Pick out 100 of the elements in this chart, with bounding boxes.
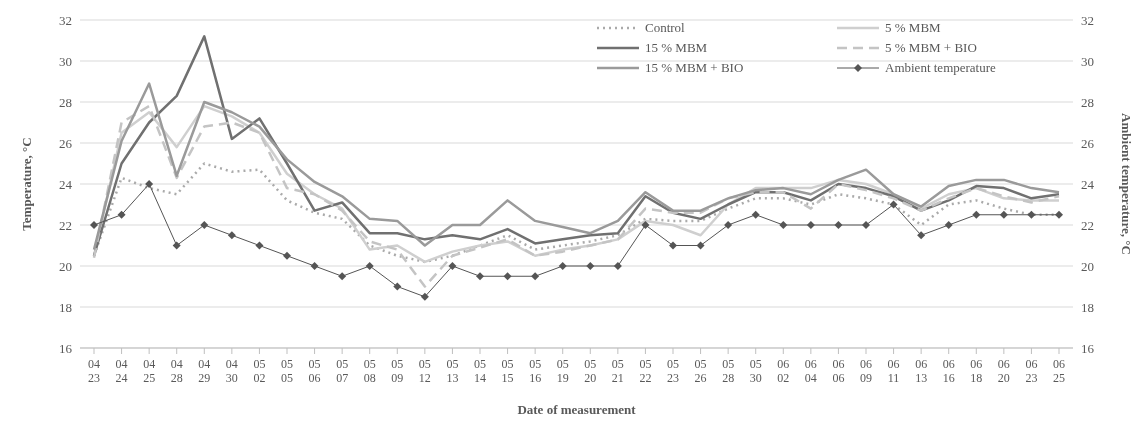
x-tick-label: 05 28 [722,357,735,385]
x-tick-label: 06 16 [942,357,955,385]
point [117,210,126,219]
point [393,282,402,291]
point [917,231,926,240]
point [862,221,870,229]
point [889,200,898,209]
x-tick-label: 05 22 [639,357,652,385]
point [641,221,650,229]
point [283,251,291,260]
x-tick-label: 05 06 [308,357,321,385]
x-tick-label: 05 13 [446,357,459,385]
x-tick-label: 05 26 [694,357,707,385]
x-tick-label: 04 23 [88,357,100,385]
y2-tick-label: 28 [1081,94,1094,110]
point [586,262,595,270]
x-tick-label: 06 13 [915,357,928,385]
point [200,221,209,229]
point [944,221,953,229]
point [172,241,181,250]
x-tick-label: 04 28 [170,357,183,385]
x-tick-label: 05 08 [363,357,376,385]
point [806,221,815,229]
x-tick-label: 06 18 [970,357,983,385]
line-series [92,82,1061,251]
point [724,221,733,229]
y2-tick-label: 24 [1081,176,1095,192]
y-tick-label: 28 [59,94,72,110]
legend-label: 5 % MBM + BIO [885,40,977,56]
x-tick-label: 05 21 [611,357,624,385]
legend-label: 5 % MBM [885,20,941,36]
x-tick-label: 05 15 [501,357,514,385]
y2-tick-label: 22 [1081,217,1094,233]
y-tick-label: 22 [59,217,72,233]
point [503,272,512,281]
point [999,210,1008,219]
point [227,231,236,240]
point [420,292,429,301]
point [476,272,484,281]
x-tick-label: 05 09 [391,357,404,385]
point [834,221,843,229]
point [531,272,540,281]
legend-label: Ambient temperature [885,60,996,76]
y2-tick-label: 20 [1081,258,1094,274]
y2-tick-label: 32 [1081,12,1094,28]
y-axis-title: Temperature, °C [18,137,34,231]
point [696,241,705,250]
x-tick-label: 05 14 [474,357,486,385]
x-tick-label: 06 23 [1025,357,1038,385]
point [448,262,457,270]
y-tick-label: 16 [59,340,73,356]
x-tick-label: 05 12 [418,357,431,385]
point [669,241,677,250]
x-tick-label: 05 02 [253,357,266,385]
x-tick-label: 04 29 [198,357,211,385]
x-tick-label: 04 24 [115,357,128,385]
x-axis-title: Date of measurement [517,402,637,417]
point [558,262,567,270]
y2-tick-label: 26 [1081,135,1095,151]
point [255,241,264,250]
x-tick-label: 04 30 [225,357,238,385]
x-tick-label: 06 09 [860,357,872,385]
point [751,210,760,219]
y-tick-label: 26 [59,135,73,151]
x-tick-label: 06 11 [887,357,900,385]
y-tick-label: 18 [59,299,72,315]
y-tick-label: 20 [59,258,72,274]
point [310,262,319,270]
x-tick-label: 06 06 [832,357,845,385]
y2-axis-title: Ambient temperature, °C [1119,113,1135,255]
x-tick-label: 05 07 [336,357,349,385]
point [145,180,154,188]
x-tick-label: 05 16 [529,357,542,385]
x-tick-label: 05 20 [584,357,597,385]
x-tick-label: 06 25 [1053,357,1065,385]
x-tick-label: 05 23 [667,357,679,385]
point [1055,210,1063,219]
y-tick-label: 24 [59,176,73,192]
point [90,221,98,229]
legend-label: 15 % MBM + BIO [645,60,744,76]
y2-tick-label: 30 [1081,53,1094,69]
y-tick-label: 32 [59,12,72,28]
point [365,262,374,270]
x-tick-label: 06 20 [997,357,1010,385]
y2-tick-label: 18 [1081,299,1094,315]
point [1027,210,1036,219]
point [779,221,788,229]
point [613,262,622,270]
y-tick-label: 30 [59,53,72,69]
x-tick-label: 04 25 [143,357,156,385]
x-tick-label: 06 02 [777,357,790,385]
x-tick-label: 05 19 [556,357,569,385]
point [338,272,347,281]
x-tick-label: 05 30 [749,357,762,385]
point [972,210,981,219]
y2-tick-label: 16 [1081,340,1095,356]
x-tick-label: 06 04 [804,357,817,385]
legend-label: 15 % MBM [645,40,708,56]
legend-label: Control [645,20,685,36]
x-tick-label: 05 05 [281,357,293,385]
